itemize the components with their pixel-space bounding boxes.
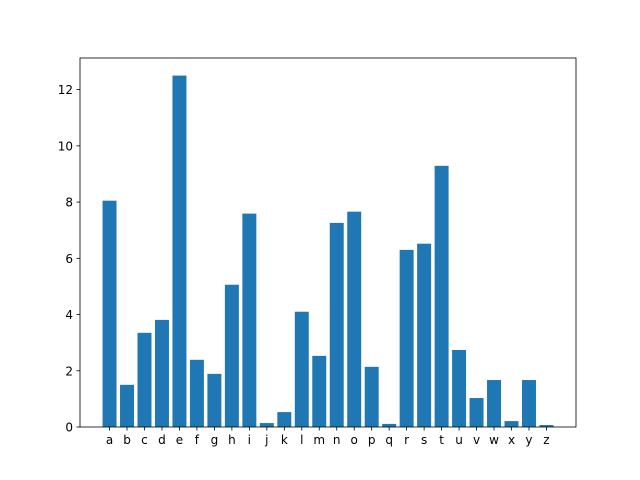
y-tick-label: 12 (58, 83, 73, 97)
y-tick-label: 4 (65, 308, 73, 322)
bar (452, 349, 467, 427)
bar (154, 319, 169, 427)
x-tick-label: o (351, 433, 358, 447)
x-tick-label: n (333, 433, 341, 447)
x-tick-label: i (248, 433, 251, 447)
x-tick-label: c (141, 433, 148, 447)
x-tick-label: t (439, 433, 444, 447)
y-tick-label: 8 (65, 196, 73, 210)
x-tick-label: x (508, 433, 515, 447)
x-tick-label: r (404, 433, 409, 447)
x-tick-label: j (264, 433, 268, 447)
x-tick-label: f (195, 433, 200, 447)
x-tick-label: q (385, 433, 393, 447)
plot-frame (79, 57, 577, 428)
bar (207, 373, 222, 427)
bar (224, 284, 239, 427)
bar (172, 75, 187, 428)
bar (364, 366, 379, 427)
y-tick-label: 10 (58, 139, 73, 153)
x-tick-label: v (473, 433, 480, 447)
bar (399, 249, 414, 427)
x-tick-label: d (158, 433, 166, 447)
bar (521, 380, 536, 427)
x-tick-label: y (525, 433, 532, 447)
x-tick-label: m (313, 433, 325, 447)
x-tick-label: b (123, 433, 131, 447)
x-tick-label: a (106, 433, 113, 447)
bar (382, 423, 397, 427)
y-tick-label: 6 (65, 252, 73, 266)
bar (189, 359, 204, 427)
bar (469, 398, 484, 427)
x-tick-label: k (281, 433, 288, 447)
bar (294, 311, 309, 427)
x-tick-label: g (211, 433, 219, 447)
bar (487, 380, 502, 427)
x-tick-label: l (300, 433, 303, 447)
bar (347, 211, 362, 427)
y-tick-label: 2 (65, 364, 73, 378)
bar (137, 332, 152, 427)
bar (417, 243, 432, 427)
y-tick-label: 0 (65, 421, 73, 435)
bar (504, 421, 519, 427)
x-tick-label: h (228, 433, 236, 447)
x-tick-label: u (455, 433, 463, 447)
bar (329, 222, 344, 427)
bar (539, 425, 554, 427)
bar (120, 384, 135, 427)
x-tick-label: s (421, 433, 427, 447)
x-tick-label: z (543, 433, 549, 447)
bar (434, 165, 449, 427)
x-tick-label: e (176, 433, 183, 447)
bar (259, 423, 274, 427)
bar (102, 200, 117, 427)
bar (312, 355, 327, 427)
bar (277, 412, 292, 427)
x-tick-label: p (368, 433, 376, 447)
x-tick-label: w (489, 433, 499, 447)
bar (242, 213, 257, 427)
